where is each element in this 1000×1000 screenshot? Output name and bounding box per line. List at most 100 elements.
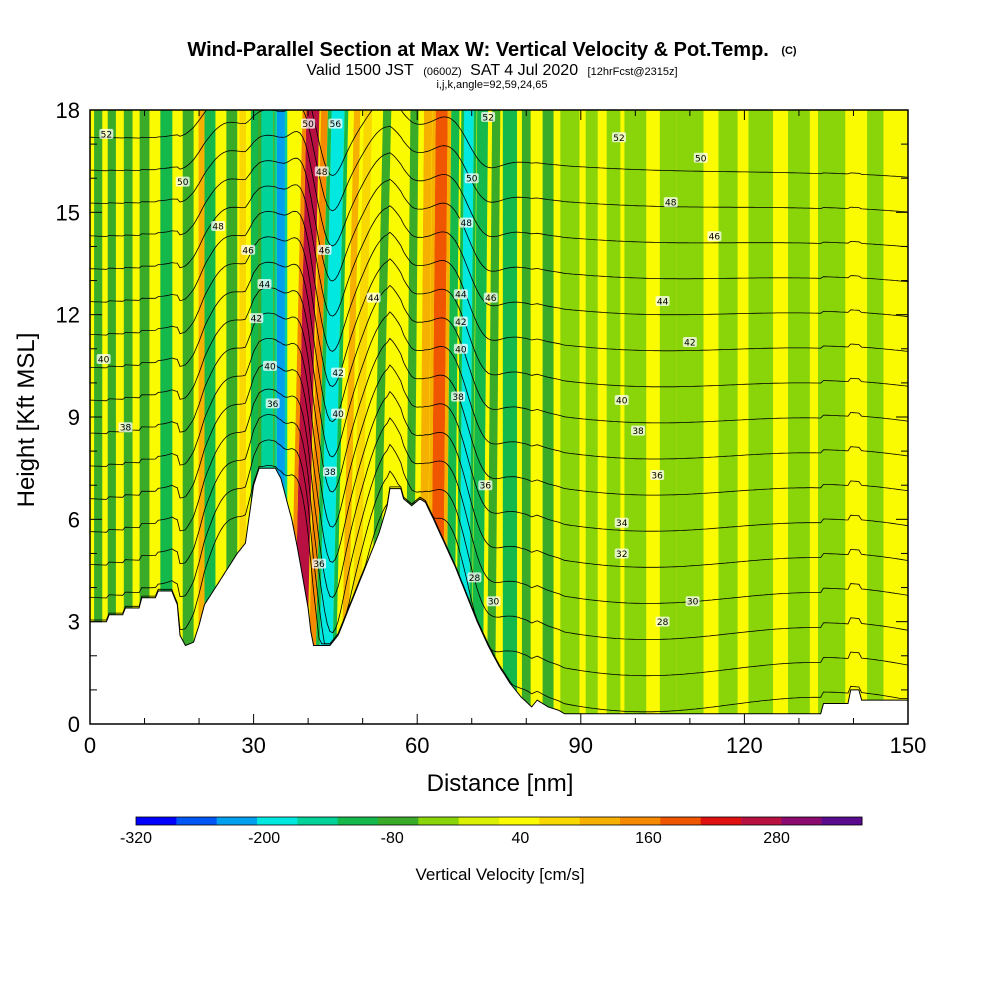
contour-label-text: 40 <box>264 362 276 372</box>
contour-label-text: 40 <box>98 356 110 366</box>
velocity-band <box>659 110 677 724</box>
contour-label: 36 <box>478 480 493 492</box>
contour-label-text: 46 <box>242 246 254 256</box>
x-tick-label: 90 <box>569 733 593 758</box>
y-tick-label: 0 <box>68 712 80 737</box>
contour-label-text: 30 <box>687 598 699 608</box>
velocity-band <box>307 110 328 724</box>
contour-label: 32 <box>614 548 629 560</box>
colorbar-swatch <box>216 817 258 825</box>
contour-label-text: 52 <box>101 130 112 140</box>
velocity-band <box>123 110 133 724</box>
x-tick-label: 150 <box>890 733 927 758</box>
contour-label-text: 48 <box>316 168 328 178</box>
velocity-band <box>624 110 647 724</box>
contour-label: 38 <box>118 422 133 434</box>
theta-contour-line <box>90 261 908 424</box>
contour-label: 36 <box>265 398 280 410</box>
velocity-band <box>182 110 194 724</box>
contour-label: 28 <box>655 616 670 628</box>
contour-label-text: 40 <box>455 345 467 355</box>
contour-label: 44 <box>257 278 272 290</box>
theta-contour-line <box>90 110 908 178</box>
y-axis-label: Height [Kft MSL] <box>13 333 40 508</box>
colorbar-swatch <box>700 817 742 825</box>
contour-label-text: 28 <box>657 618 669 628</box>
chart-title: Wind-Parallel Section at Max W: Vertical… <box>187 39 797 61</box>
contour-label-text: 46 <box>319 246 331 256</box>
contour-label: 30 <box>486 596 501 608</box>
contour-label: 44 <box>366 292 381 304</box>
velocity-band <box>818 110 846 724</box>
contour-label-text: 44 <box>657 298 669 308</box>
theta-contour-line <box>90 287 908 460</box>
colorbar-swatch <box>337 817 379 825</box>
velocity-band <box>676 110 704 724</box>
colorbar-swatch <box>297 817 339 825</box>
x-axis-label: Distance [nm] <box>427 770 574 797</box>
x-axis: 0 30 60 90 120 150 <box>84 110 926 758</box>
x-tick-label: 30 <box>241 733 265 758</box>
contour-label: 48 <box>314 166 329 178</box>
velocity-band-edge <box>346 110 363 724</box>
contour-label: 48 <box>459 217 474 229</box>
colorbar-tick-label: -320 <box>120 830 152 847</box>
contour-label-text: 46 <box>709 233 721 243</box>
velocity-band <box>340 110 361 724</box>
contour-label: 38 <box>322 466 337 478</box>
theta-contour-line <box>90 210 908 352</box>
contour-label-text: 40 <box>332 410 344 420</box>
contour-label: 40 <box>331 408 346 420</box>
contour-label-text: 44 <box>368 294 380 304</box>
y-tick-label: 18 <box>56 98 80 123</box>
contour-label-text: 42 <box>455 318 466 328</box>
contour-label-text: 44 <box>259 280 271 290</box>
colorbar-swatch <box>257 817 298 825</box>
contour-label: 42 <box>249 313 264 325</box>
contour-label: 28 <box>467 572 482 584</box>
contour-label-text: 28 <box>469 574 481 584</box>
velocity-band <box>585 110 598 724</box>
velocity-band <box>198 110 206 724</box>
colorbar-swatch <box>136 817 177 825</box>
velocity-band <box>204 110 216 724</box>
contour-label-text: 36 <box>651 471 663 481</box>
velocity-band <box>542 110 554 724</box>
contour-label-text: 46 <box>485 294 497 304</box>
velocity-band <box>139 110 150 724</box>
theta-contour-line <box>90 131 908 248</box>
valid-time-utc: (0600Z) <box>423 66 462 78</box>
velocity-band <box>350 110 373 724</box>
velocity-band-edge <box>468 110 477 724</box>
plot-area: 52 50 48 46 44 42 40 40 38 36 50 56 48 46 44 42 40 38 36 52… <box>90 110 908 724</box>
contour-label: 50 <box>464 173 479 185</box>
theta-contour-line <box>90 110 908 213</box>
colorbar-swatch <box>378 817 419 825</box>
theta-contour-line <box>90 312 908 496</box>
contour-label-text: 36 <box>267 400 279 410</box>
contour-label-text: 36 <box>480 482 492 492</box>
contour-label: 56 <box>328 118 343 130</box>
y-tick-label: 3 <box>68 610 80 635</box>
contour-label-text: 38 <box>452 393 464 403</box>
contour-label-text: 36 <box>313 560 325 570</box>
contour-label: 48 <box>663 197 678 209</box>
y-tick-label: 15 <box>56 200 80 225</box>
colorbar-swatch <box>781 817 823 825</box>
velocity-band <box>788 110 810 724</box>
velocity-band <box>458 110 474 724</box>
contour-label: 50 <box>693 152 708 164</box>
velocity-band <box>486 110 501 724</box>
contour-label: 42 <box>682 336 697 348</box>
contour-label-text: 48 <box>212 222 224 232</box>
y-tick-label: 12 <box>56 303 80 328</box>
velocity-band <box>107 110 116 724</box>
chart-title-unit: (C) <box>781 45 797 57</box>
contour-label: 34 <box>614 517 629 529</box>
section-params: i,j,k,angle=92,59,24,65 <box>436 79 547 91</box>
contour-label-text: 38 <box>120 424 132 434</box>
colorbar-swatch <box>821 817 863 825</box>
contour-label-text: 48 <box>461 219 473 229</box>
contour-label: 44 <box>655 296 670 308</box>
x-tick-label: 120 <box>726 733 763 758</box>
